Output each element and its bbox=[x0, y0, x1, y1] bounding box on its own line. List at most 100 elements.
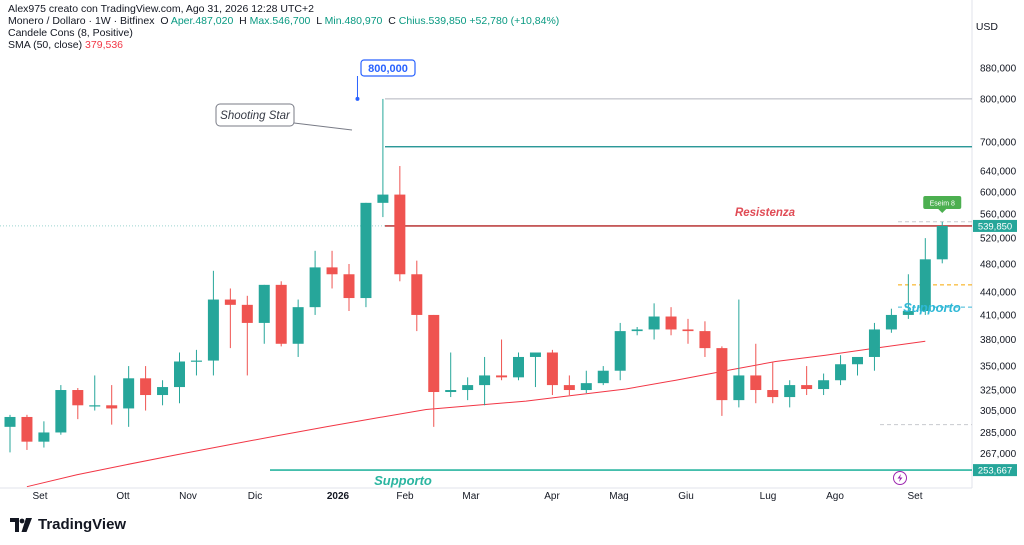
last-price-value: 539,850 bbox=[978, 221, 1012, 232]
resistance-label: Resistenza bbox=[735, 207, 796, 219]
price-tick-label: 700,000 bbox=[980, 138, 1017, 149]
candle-body bbox=[513, 356, 524, 378]
candle-body bbox=[614, 331, 626, 371]
candle-body bbox=[343, 274, 355, 299]
candle-body bbox=[750, 375, 762, 391]
support-price-value: 253,667 bbox=[978, 466, 1012, 477]
candle-body bbox=[123, 378, 135, 409]
shooting-star-pointer bbox=[293, 122, 353, 131]
signal-badge bbox=[923, 196, 962, 209]
candle-body bbox=[4, 416, 16, 427]
time-tick-label: Set bbox=[907, 491, 922, 502]
time-tick-label: Mag bbox=[609, 491, 628, 502]
support-upper-label: Supporto bbox=[903, 300, 961, 315]
time-tick-label: Giu bbox=[678, 491, 694, 502]
price-tick-label: 350,000 bbox=[980, 362, 1017, 373]
high-value: Max.546,700 bbox=[249, 15, 311, 27]
candle-body bbox=[55, 390, 67, 433]
close-value: Chius.539,850 bbox=[398, 15, 467, 27]
candle-body bbox=[529, 352, 541, 357]
price-tick-label: 325,000 bbox=[980, 386, 1017, 397]
candle-body bbox=[360, 202, 372, 299]
candle-body bbox=[309, 267, 321, 308]
price-tick-label: 600,000 bbox=[980, 187, 1017, 198]
peak-point bbox=[355, 96, 360, 101]
price-tick-label: 305,000 bbox=[980, 406, 1017, 417]
candle-body bbox=[902, 311, 914, 315]
candle-body bbox=[207, 299, 219, 361]
candle-body bbox=[394, 194, 406, 275]
shooting-star-label: Shooting Star bbox=[220, 110, 291, 122]
candle-body bbox=[733, 375, 745, 401]
indicator-sma[interactable]: SMA (50, close) 379,536 bbox=[8, 39, 559, 51]
price-tick-label: 640,000 bbox=[980, 167, 1017, 178]
price-tick-label: 560,000 bbox=[980, 210, 1017, 221]
peak-price-label: 800,000 bbox=[368, 63, 408, 75]
price-tick-label: 267,000 bbox=[980, 449, 1017, 460]
candle-body bbox=[21, 416, 33, 442]
lightning-glyph bbox=[897, 474, 903, 482]
symbol-name: Monero / Dollaro · 1W · Bitfinex bbox=[8, 15, 155, 27]
candle-body bbox=[597, 370, 609, 384]
ohlc-line: Monero / Dollaro · 1W · Bitfinex O Aper.… bbox=[8, 15, 559, 27]
time-tick-label: Set bbox=[32, 491, 47, 502]
candle-body bbox=[174, 361, 185, 388]
last-price-badge bbox=[973, 219, 1017, 232]
candle-body bbox=[224, 299, 236, 305]
candle-body bbox=[699, 331, 711, 349]
candle-body bbox=[835, 364, 847, 381]
support-price-badge bbox=[973, 464, 1017, 477]
high-label: H bbox=[239, 15, 247, 27]
price-tick-label: 440,000 bbox=[980, 288, 1017, 299]
time-tick-label: Mar bbox=[462, 491, 480, 502]
candle-body bbox=[580, 383, 592, 391]
sma-value: 379,536 bbox=[85, 39, 124, 51]
chart-header: Alex975 creato con TradingView.com, Ago … bbox=[8, 3, 559, 51]
price-tick-label: 520,000 bbox=[980, 234, 1017, 245]
open-label: O bbox=[160, 15, 169, 27]
candle-body bbox=[292, 307, 304, 344]
candle-body bbox=[868, 329, 880, 357]
candle-body bbox=[648, 316, 660, 330]
open-value: Aper.487,020 bbox=[170, 15, 234, 27]
candle-body bbox=[72, 390, 84, 406]
currency-label: USD bbox=[975, 21, 998, 33]
candle-body bbox=[106, 405, 118, 409]
candle-body bbox=[784, 385, 796, 398]
candle-body bbox=[767, 390, 779, 398]
candle-body bbox=[716, 348, 728, 401]
price-tick-label: 410,000 bbox=[980, 310, 1017, 321]
candle-body bbox=[38, 432, 50, 442]
candle-body bbox=[190, 360, 202, 362]
candle-body bbox=[936, 225, 948, 260]
candle-body bbox=[682, 329, 694, 332]
candle-body bbox=[479, 375, 491, 386]
time-tick-label: Lug bbox=[760, 491, 777, 502]
sma-label: SMA (50, close) bbox=[8, 39, 83, 51]
watermark-text: TradingView bbox=[38, 516, 127, 533]
candle-body bbox=[275, 284, 287, 344]
time-tick-label: Dic bbox=[248, 491, 262, 502]
candle-body bbox=[140, 378, 152, 396]
candle-body bbox=[801, 385, 813, 390]
candle-body bbox=[546, 352, 558, 386]
tradingview-logo-icon bbox=[10, 517, 32, 532]
price-tick-label: 380,000 bbox=[980, 335, 1017, 346]
candle-body bbox=[885, 314, 897, 330]
candle-body bbox=[631, 329, 643, 332]
candle-body bbox=[377, 194, 389, 203]
candle-body bbox=[411, 274, 423, 315]
candle-body bbox=[496, 375, 508, 378]
time-tick-label: Ott bbox=[116, 491, 130, 502]
price-tick-label: 800,000 bbox=[980, 94, 1017, 105]
support-lower-label: Supporto bbox=[374, 473, 432, 488]
time-tick-label: Feb bbox=[396, 491, 414, 502]
signal-badge-label: Eseim 8 bbox=[930, 201, 955, 208]
time-tick-label: 2026 bbox=[327, 491, 350, 502]
tradingview-watermark: TradingView bbox=[10, 516, 126, 533]
sma-line bbox=[26, 340, 926, 488]
change-value: +52,780 (+10,84%) bbox=[469, 15, 560, 27]
indicator-candele-cons[interactable]: Candele Cons (8, Positive) bbox=[8, 27, 133, 39]
candle-body bbox=[462, 385, 474, 391]
